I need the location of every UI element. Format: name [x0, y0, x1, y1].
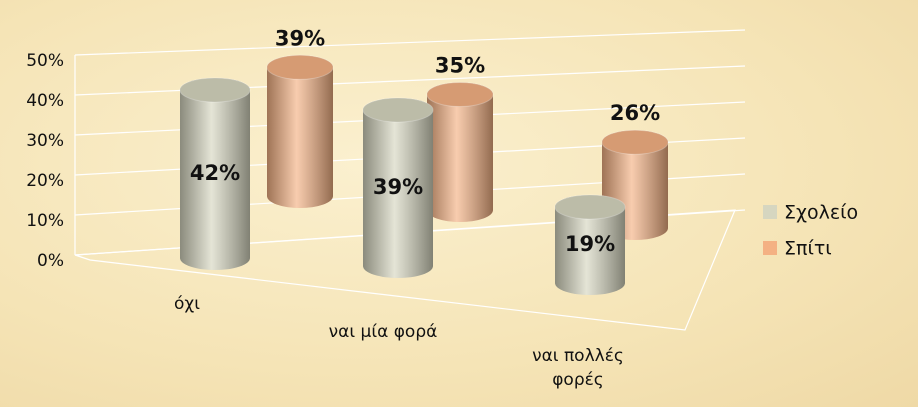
cylinder-top [266, 54, 334, 80]
cylinder-top [426, 82, 494, 107]
data-label: 35% [435, 54, 485, 78]
y-tick-label: 40% [26, 91, 64, 111]
cylinder-top [554, 194, 626, 220]
x-tick-label: όχι [174, 294, 200, 314]
x-tick-label: ναι πολλές φορές [532, 346, 624, 390]
cylinder-shade [180, 78, 250, 270]
cylinder-top-shade [267, 55, 333, 80]
grid-line [74, 29, 746, 56]
cylinder-top-shade [555, 195, 625, 219]
data-label: 39% [275, 26, 325, 50]
y-tick-label: 0% [37, 251, 64, 271]
cylinder-top-shade [427, 82, 493, 107]
y-tick-label: 10% [26, 211, 64, 231]
legend-swatch [763, 241, 777, 255]
legend-label: Σχολείο [784, 202, 858, 224]
grid-line [74, 65, 746, 96]
cylinder-top [179, 77, 251, 103]
cylinder-top [601, 129, 669, 155]
cylinder-shade [363, 98, 433, 278]
cylinder-top-shade [602, 130, 668, 155]
y-tick-label: 50% [26, 51, 64, 71]
cylinder-top-shade [363, 98, 433, 122]
cylinder-shade [267, 55, 333, 208]
legend-label: Σπίτι [784, 238, 832, 260]
x-tick-label: ναι μία φορά [328, 322, 438, 342]
cylinder-top-shade [180, 78, 250, 102]
cylinder-shade [555, 195, 625, 295]
y-tick-label: 30% [26, 131, 64, 151]
data-label: 26% [610, 101, 660, 125]
cylinder-top [362, 97, 434, 123]
data-label: 42% [190, 161, 240, 185]
y-tick-label: 20% [26, 171, 64, 191]
data-label: 19% [565, 232, 615, 256]
legend-swatch [763, 205, 777, 219]
data-label: 39% [373, 175, 423, 199]
cylinder-shade [427, 82, 493, 222]
